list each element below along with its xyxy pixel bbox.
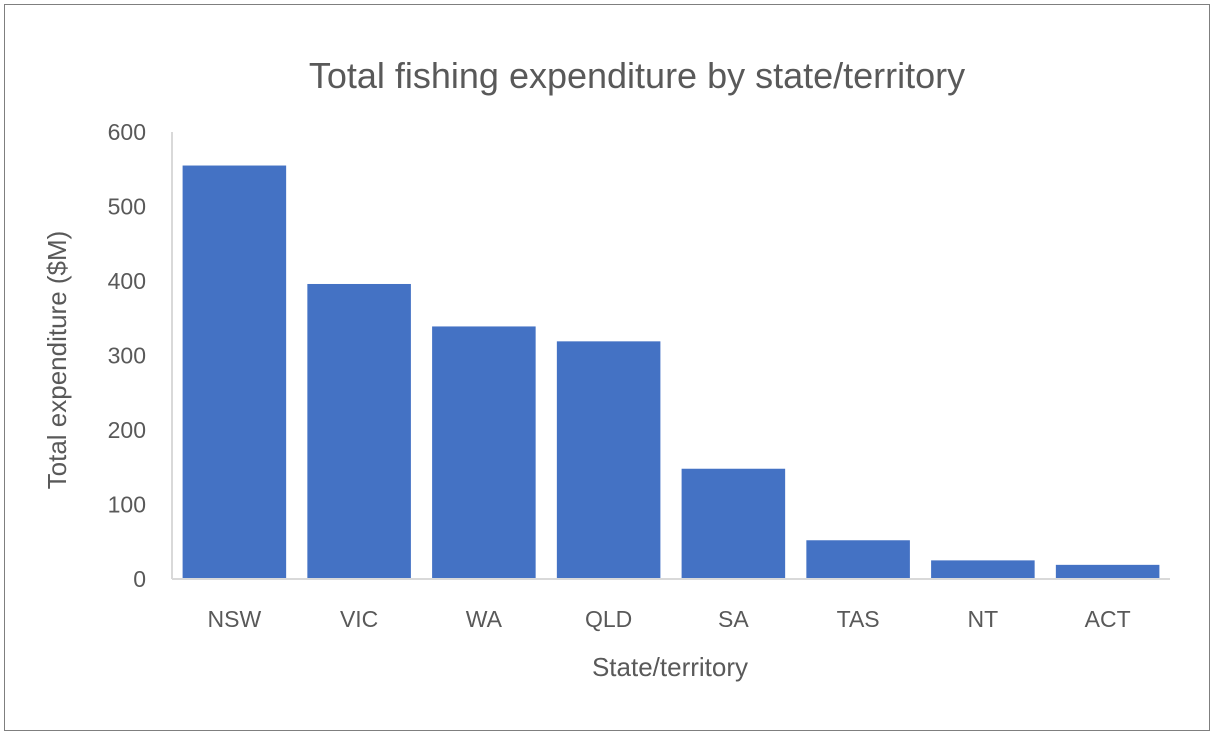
x-tick-label: VIC <box>340 606 378 632</box>
x-tick-label: ACT <box>1085 606 1131 632</box>
bar-sa <box>681 468 786 579</box>
bars <box>182 165 1160 579</box>
bar-vic <box>307 283 411 579</box>
x-tick-label: SA <box>718 606 749 632</box>
x-tick-label: NT <box>968 606 999 632</box>
x-axis-tick-labels: NSW VIC WA QLD SA TAS NT ACT <box>208 606 1131 632</box>
y-tick-label: 400 <box>108 268 146 294</box>
axes <box>171 132 1170 580</box>
x-tick-label: QLD <box>585 606 632 632</box>
x-tick-label: TAS <box>837 606 880 632</box>
y-tick-label: 600 <box>108 119 146 145</box>
x-tick-label: WA <box>466 606 503 632</box>
bar-tas <box>806 540 910 579</box>
chart-title: Total fishing expenditure by state/terri… <box>309 55 965 96</box>
bar-qld <box>556 341 661 579</box>
bar-wa <box>432 326 536 579</box>
y-tick-label: 200 <box>108 417 146 443</box>
x-axis-title: State/territory <box>592 652 748 682</box>
y-tick-label: 0 <box>133 566 146 592</box>
bar-nt <box>931 560 1035 579</box>
y-tick-label: 300 <box>108 343 146 369</box>
y-tick-label: 100 <box>108 492 146 518</box>
y-axis-tick-labels: 0 100 200 300 400 500 600 <box>108 119 146 592</box>
y-axis-title: Total expenditure ($M) <box>42 231 72 490</box>
x-tick-label: NSW <box>208 606 262 632</box>
bar-act <box>1055 564 1160 579</box>
bar-nsw <box>182 165 287 579</box>
y-tick-label: 500 <box>108 194 146 220</box>
